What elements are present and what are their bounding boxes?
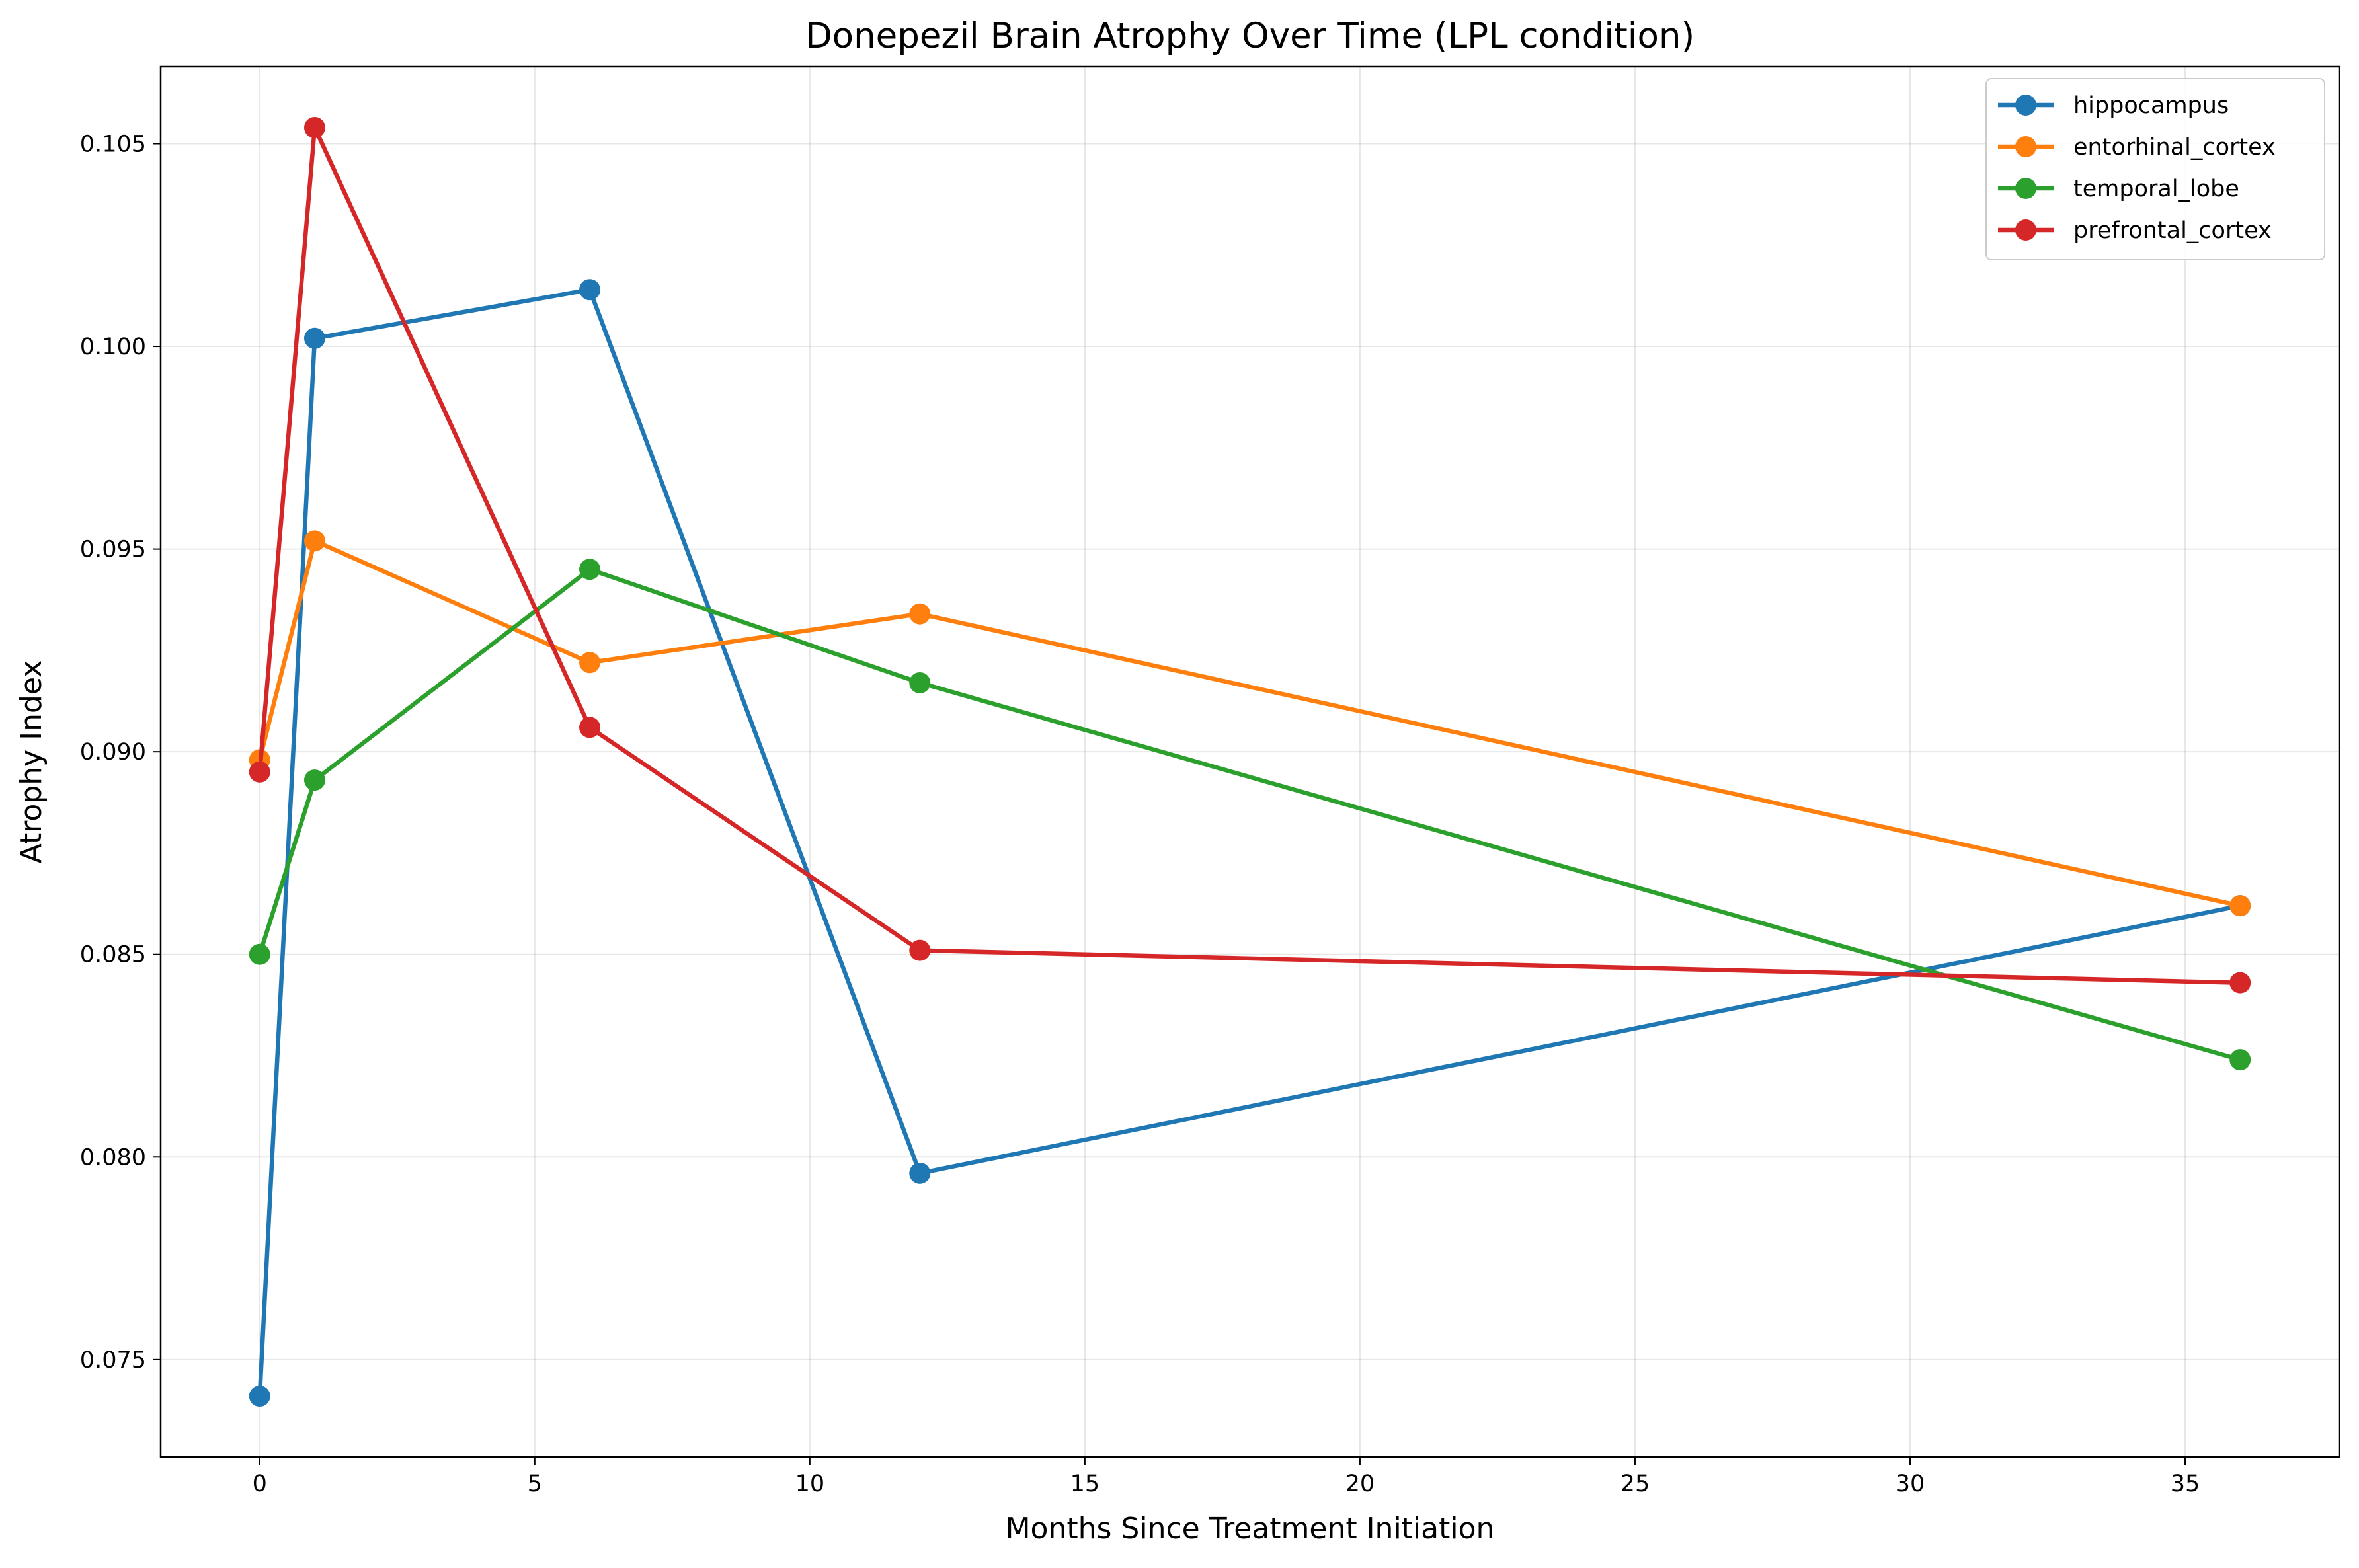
legend-box xyxy=(1985,78,2325,260)
axis-ticks: 0 5 10 15 20 25 30 35 0.075 0.080 0.085 0.090 0.095 0… xyxy=(80,131,2200,1497)
y-tick-label: 0.085 xyxy=(80,942,146,968)
data-point-temporal-lobe xyxy=(2229,1049,2251,1071)
data-point-prefrontal-cortex xyxy=(909,939,931,961)
legend-marker-temporal-lobe xyxy=(2015,178,2036,199)
y-tick-label: 0.075 xyxy=(80,1347,146,1374)
data-point-entorhinal-cortex xyxy=(303,530,325,552)
y-axis-label: Atrophy Index xyxy=(15,660,48,864)
y-tick-label: 0.090 xyxy=(80,739,146,765)
data-point-hippocampus xyxy=(249,1386,270,1407)
plot-area-frame xyxy=(159,65,2340,1458)
series-prefrontal-cortex xyxy=(249,116,2251,994)
y-tick-label: 0.105 xyxy=(80,131,146,157)
data-point-prefrontal-cortex xyxy=(2229,972,2251,994)
data-point-hippocampus xyxy=(303,327,325,349)
legend-marker-entorhinal-cortex xyxy=(2015,136,2036,157)
y-tick-label: 0.095 xyxy=(80,537,146,563)
legend-label-temporal-lobe: temporal_lobe xyxy=(2073,176,2239,202)
data-point-temporal-lobe xyxy=(909,672,931,693)
data-point-temporal-lobe xyxy=(579,559,601,580)
legend-marker-prefrontal-cortex xyxy=(2015,219,2036,241)
legend-label-entorhinal-cortex: entorhinal_cortex xyxy=(2073,134,2276,161)
data-point-entorhinal-cortex xyxy=(909,603,931,625)
data-point-prefrontal-cortex xyxy=(249,761,270,783)
x-tick-label: 25 xyxy=(1620,1471,1650,1497)
series-temporal-lobe xyxy=(249,559,2251,1071)
chart-title: Donepezil Brain Atrophy Over Time (LPL c… xyxy=(805,16,1695,56)
data-point-entorhinal-cortex xyxy=(579,652,601,674)
data-point-temporal-lobe xyxy=(249,943,270,965)
legend-label-prefrontal-cortex: prefrontal_cortex xyxy=(2073,217,2272,244)
x-tick-label: 20 xyxy=(1345,1471,1375,1497)
x-tick-label: 5 xyxy=(528,1471,542,1497)
x-axis-label: Months Since Treatment Initiation xyxy=(1006,1512,1495,1546)
data-point-entorhinal-cortex xyxy=(2229,895,2251,917)
data-point-hippocampus xyxy=(579,279,601,301)
x-tick-label: 0 xyxy=(253,1471,267,1497)
y-tick-label: 0.080 xyxy=(80,1144,146,1171)
x-tick-label: 30 xyxy=(1896,1471,1925,1497)
y-tick-label: 0.100 xyxy=(80,334,146,360)
x-tick-label: 15 xyxy=(1070,1471,1100,1497)
grid xyxy=(161,67,2339,1457)
series-lines xyxy=(249,116,2251,1407)
data-point-prefrontal-cortex xyxy=(303,116,325,138)
data-point-temporal-lobe xyxy=(303,769,325,791)
x-tick-label: 35 xyxy=(2171,1471,2200,1497)
data-point-hippocampus xyxy=(909,1162,931,1184)
legend-label-hippocampus: hippocampus xyxy=(2073,93,2229,119)
legend: hippocampus entorhinal_cortex temporal_lob… xyxy=(1985,78,2325,260)
x-tick-label: 10 xyxy=(795,1471,825,1497)
legend-marker-hippocampus xyxy=(2015,95,2036,116)
data-point-prefrontal-cortex xyxy=(579,717,601,738)
